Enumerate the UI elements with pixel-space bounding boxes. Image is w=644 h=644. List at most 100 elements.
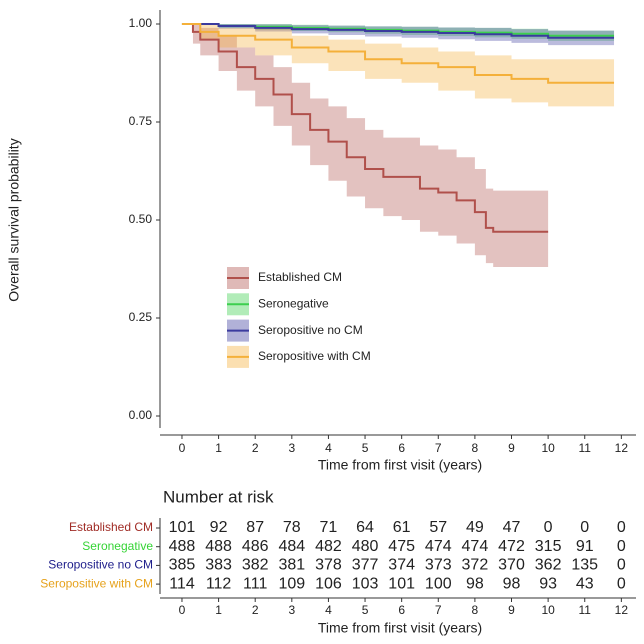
risk-count: 482 — [315, 538, 342, 555]
confidence-band — [181, 24, 615, 107]
risk-count: 98 — [503, 575, 521, 592]
y-tick-label: 0.50 — [129, 212, 153, 226]
risk-count: 103 — [352, 575, 379, 592]
risk-count: 101 — [388, 575, 415, 592]
row-label: Seropositive with CM — [40, 576, 153, 590]
x-tick-label: 8 — [472, 441, 479, 455]
x-tick-label: 2 — [252, 603, 259, 617]
risk-count: 472 — [498, 538, 525, 555]
x-tick-label: 9 — [508, 441, 515, 455]
x-tick-label: 3 — [288, 603, 295, 617]
risk-count: 106 — [315, 575, 342, 592]
x-tick-label: 6 — [398, 441, 405, 455]
y-tick-label: 0.75 — [129, 114, 153, 128]
legend-label: Seronegative — [258, 296, 329, 310]
risk-count: 378 — [315, 557, 342, 574]
survival-line — [181, 23, 615, 84]
risk-count: 0 — [580, 519, 589, 536]
risk-count: 64 — [356, 519, 374, 536]
risk-count: 382 — [242, 557, 269, 574]
risk-count: 0 — [617, 557, 626, 574]
risk-count: 49 — [466, 519, 484, 536]
y-tick-label: 0.00 — [129, 408, 153, 422]
x-tick-label: 2 — [252, 441, 259, 455]
risk-count: 488 — [169, 538, 196, 555]
x-tick-label: 12 — [615, 603, 629, 617]
risk-count: 101 — [169, 519, 196, 536]
risk-count: 93 — [539, 575, 557, 592]
x-tick-label: 6 — [398, 603, 405, 617]
x-tick-label: 7 — [435, 603, 442, 617]
risk-count: 109 — [278, 575, 305, 592]
risk-count: 71 — [320, 519, 338, 536]
row-label: Seropositive no CM — [48, 558, 153, 572]
risk-count: 112 — [206, 575, 232, 592]
risk-count: 374 — [388, 557, 415, 574]
x-tick-label: 9 — [508, 603, 515, 617]
risk-count: 381 — [278, 557, 305, 574]
risk-count: 372 — [462, 557, 489, 574]
x-tick-label: 3 — [288, 441, 295, 455]
table-title: Number at risk — [163, 487, 274, 506]
x-tick-label: 4 — [325, 603, 332, 617]
risk-count: 0 — [617, 538, 626, 555]
risk-count: 61 — [393, 519, 411, 536]
risk-count: 474 — [425, 538, 452, 555]
legend-label: Seropositive no CM — [258, 323, 363, 337]
x-tick-label: 5 — [362, 441, 369, 455]
x-tick-label: 5 — [362, 603, 369, 617]
risk-count: 91 — [576, 538, 594, 555]
x-tick-label: 7 — [435, 441, 442, 455]
risk-count: 114 — [169, 575, 195, 592]
risk-count: 111 — [243, 575, 267, 592]
risk-count: 47 — [503, 519, 521, 536]
risk-count: 385 — [169, 557, 196, 574]
risk-count: 92 — [210, 519, 228, 536]
risk-count: 370 — [498, 557, 525, 574]
risk-count: 100 — [425, 575, 452, 592]
risk-count: 0 — [544, 519, 553, 536]
x-tick-label: 10 — [541, 603, 555, 617]
x-tick-label: 11 — [579, 603, 592, 617]
risk-count: 43 — [576, 575, 594, 592]
risk-count: 488 — [205, 538, 232, 555]
risk-count: 475 — [388, 538, 415, 555]
x-tick-label: 12 — [615, 441, 629, 455]
x-tick-label: 10 — [541, 441, 555, 455]
x-tick-label: 0 — [179, 441, 186, 455]
risk-count: 98 — [466, 575, 484, 592]
survival-line — [181, 23, 549, 233]
x-tick-label: 11 — [579, 441, 592, 455]
x-tick-label: 0 — [179, 603, 186, 617]
row-label: Established CM — [69, 520, 153, 534]
x-tick-label: 8 — [472, 603, 479, 617]
survival-line — [181, 23, 615, 39]
risk-count: 57 — [429, 519, 447, 536]
risk-count: 0 — [617, 519, 626, 536]
y-axis-title: Overall survival probability — [6, 138, 22, 301]
risk-count: 486 — [242, 538, 269, 555]
risk-count: 474 — [462, 538, 489, 555]
risk-count: 135 — [571, 557, 598, 574]
x-tick-label: 1 — [215, 441, 222, 455]
risk-count: 383 — [205, 557, 232, 574]
risk-count: 315 — [535, 538, 562, 555]
risk-count: 362 — [535, 557, 562, 574]
risk-count: 78 — [283, 519, 301, 536]
x-tick-label: 1 — [215, 603, 222, 617]
risk-count: 373 — [425, 557, 452, 574]
risk-count: 87 — [246, 519, 264, 536]
x-tick-label: 4 — [325, 441, 332, 455]
risk-count: 484 — [278, 538, 305, 555]
row-label: Seronegative — [82, 539, 153, 553]
y-tick-label: 1.00 — [129, 16, 153, 30]
x-axis-title: Time from first visit (years) — [318, 457, 482, 473]
y-tick-label: 0.25 — [129, 310, 153, 324]
risk-count: 480 — [352, 538, 379, 555]
legend-label: Seropositive with CM — [258, 349, 371, 363]
risk-count: 0 — [617, 575, 626, 592]
legend-label: Established CM — [258, 270, 342, 284]
table-x-axis-title: Time from first visit (years) — [318, 620, 482, 636]
confidence-band — [181, 24, 615, 46]
